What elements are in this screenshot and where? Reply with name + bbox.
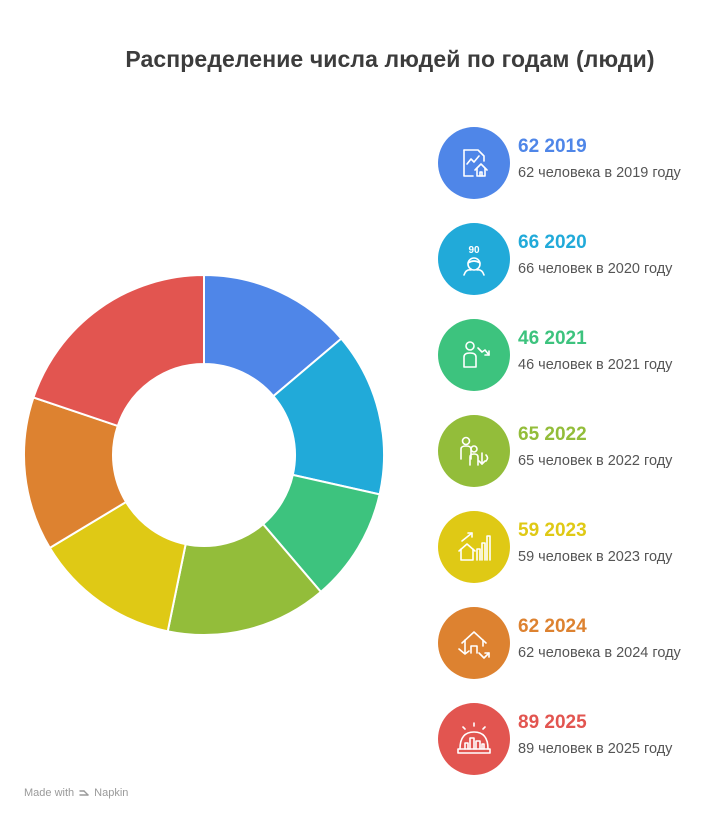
legend-item-2024: 62 2024 62 человека в 2024 году bbox=[438, 607, 708, 679]
legend-description: 62 человека в 2019 году bbox=[518, 165, 681, 181]
legend-item-2020: 90 66 2020 66 человек в 2020 году bbox=[438, 223, 708, 295]
svg-text:90: 90 bbox=[468, 245, 480, 256]
legend-value: 62 2019 bbox=[518, 136, 587, 157]
legend-item-2022: 65 2022 65 человек в 2022 году bbox=[438, 415, 708, 487]
legend-description: 46 человек в 2021 году bbox=[518, 357, 673, 373]
legend-circle-2019 bbox=[438, 127, 510, 199]
legend-item-2021: 46 2021 46 человек в 2021 году bbox=[438, 319, 708, 391]
legend-circle-2021 bbox=[438, 319, 510, 391]
elderly-person-icon: 90 bbox=[463, 245, 485, 276]
legend-circle-2022 bbox=[438, 415, 510, 487]
legend-description: 65 человек в 2022 году bbox=[518, 453, 673, 469]
napkin-brand-label: Napkin bbox=[94, 787, 129, 799]
legend-item-2025: 89 2025 89 человек в 2025 году bbox=[438, 703, 708, 775]
legend-description: 66 человек в 2020 году bbox=[518, 261, 673, 277]
legend-value: 66 2020 bbox=[518, 232, 587, 253]
legend-item-2023: 59 2023 59 человек в 2023 году bbox=[438, 511, 708, 583]
person-decline-icon bbox=[463, 341, 490, 368]
legend-value: 46 2021 bbox=[518, 328, 587, 349]
legend-circle-2024 bbox=[438, 607, 510, 679]
legend-description: 59 человек в 2023 году bbox=[518, 549, 673, 565]
donut-chart bbox=[23, 273, 385, 636]
family-decline-icon bbox=[460, 436, 489, 466]
legend-value: 59 2023 bbox=[518, 520, 587, 541]
legend-item-2019: 62 2019 62 человека в 2019 году bbox=[438, 127, 708, 199]
legend-circle-2020: 90 bbox=[438, 223, 510, 295]
footer-watermark: Made with Napkin bbox=[24, 787, 128, 799]
legend-description: 89 человек в 2025 году bbox=[518, 741, 673, 757]
chart-house-icon bbox=[463, 149, 488, 177]
donut-slice-2025 bbox=[32, 273, 205, 428]
legend-description: 62 человека в 2024 году bbox=[518, 645, 681, 661]
legend-value: 62 2024 bbox=[518, 616, 587, 637]
legend-value: 89 2025 bbox=[518, 712, 587, 733]
made-with-label: Made with bbox=[24, 787, 75, 799]
city-dome-icon bbox=[457, 722, 491, 754]
legend-circle-2025 bbox=[438, 703, 510, 775]
house-decline-icon bbox=[458, 631, 490, 659]
house-growth-icon bbox=[458, 532, 491, 561]
legend-circle-2023 bbox=[438, 511, 510, 583]
chart-title: Распределение числа людей по годам (люди… bbox=[125, 46, 655, 72]
legend-value: 65 2022 bbox=[518, 424, 587, 445]
napkin-logo-icon bbox=[79, 790, 89, 796]
